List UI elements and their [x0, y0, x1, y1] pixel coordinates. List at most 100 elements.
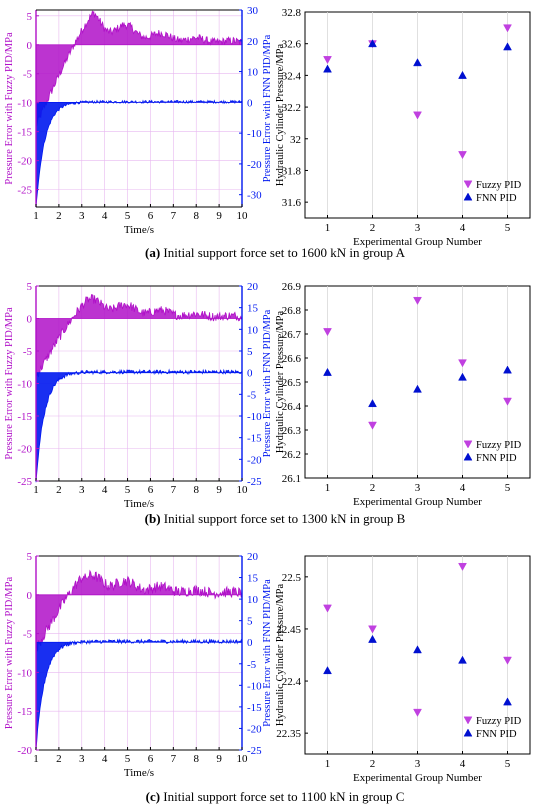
fnn-pid-point — [323, 367, 332, 376]
legend-marker-fuzzy-pid — [463, 716, 473, 725]
scatter-x-tick-label: 3 — [415, 222, 421, 234]
error-right-tick-label: -20 — [247, 454, 262, 466]
fuzzy-pid-point — [458, 562, 467, 571]
error-x-tick-label: 7 — [171, 753, 177, 765]
fuzzy-pid-error-trace — [35, 569, 243, 652]
fnn-pid-point — [413, 58, 422, 67]
scatter-y-tick-label: 31.8 — [282, 165, 302, 177]
scatter-y-tick-label: 31.6 — [282, 197, 302, 209]
error-right-tick-label: -20 — [247, 159, 262, 171]
error-x-tick-label: 9 — [216, 753, 222, 765]
error-left-axis-label: Pressure Error with Fuzzy PID/MPa — [4, 577, 15, 730]
scatter-x-tick-label: 3 — [415, 758, 421, 770]
fnn-pid-error-trace — [35, 368, 243, 483]
legend-marker-fnn-pid — [463, 192, 473, 201]
error-left-tick-label: -25 — [17, 476, 32, 488]
error-right-tick-label: 5 — [247, 616, 253, 628]
fuzzy-pid-error-trace — [35, 10, 243, 127]
error-x-tick-label: 6 — [148, 210, 154, 222]
scatter-y-tick-label: 32 — [290, 134, 301, 146]
error-left-tick-label: -5 — [23, 69, 33, 81]
error-left-tick-label: 5 — [27, 281, 33, 293]
legend-marker-fuzzy-pid — [463, 440, 473, 449]
scatter-x-tick-label: 4 — [460, 482, 466, 494]
scatter-y-tick-label: 26.4 — [282, 401, 302, 413]
scatter-x-tick-label: 4 — [460, 758, 466, 770]
error-right-tick-label: -15 — [247, 702, 262, 714]
scatter-x-tick-label: 2 — [370, 222, 376, 234]
error-right-tick-label: -10 — [247, 680, 262, 692]
caption-a-letter: (a) — [145, 245, 161, 260]
error-right-tick-label: 15 — [247, 303, 259, 315]
scatter-x-tick-label: 5 — [505, 758, 511, 770]
scatter-y-tick-label: 26.3 — [282, 425, 302, 437]
error-x-tick-label: 2 — [56, 484, 62, 496]
error-x-tick-label: 8 — [193, 210, 199, 222]
error-x-tick-label: 2 — [56, 210, 62, 222]
error-x-tick-label: 4 — [102, 753, 108, 765]
legend-marker-fuzzy-pid — [463, 180, 473, 189]
scatter-y-tick-label: 26.6 — [282, 353, 302, 365]
scatter-x-tick-label: 1 — [325, 758, 331, 770]
error-right-tick-label: -15 — [247, 433, 262, 445]
error-right-tick-label: 0 — [247, 368, 253, 380]
error-x-tick-label: 2 — [56, 753, 62, 765]
fuzzy-pid-error-trace — [35, 294, 243, 378]
fuzzy-pid-point — [368, 625, 377, 634]
scatter-y-axis-label: Hydraulic Cylinder Pressure/MPa — [275, 584, 286, 727]
legend-label-fuzzy-pid: Fuzzy PID — [476, 716, 522, 727]
scatter-y-tick-label: 32.8 — [282, 7, 302, 19]
error-x-tick-label: 4 — [102, 484, 108, 496]
scatter-x-axis-label: Experimental Group Number — [353, 496, 482, 508]
error-right-tick-label: -20 — [247, 723, 262, 735]
legend-marker-fnn-pid — [463, 452, 473, 461]
error-x-tick-label: 6 — [148, 753, 154, 765]
error-x-tick-label: 9 — [216, 484, 222, 496]
fnn-pid-point — [323, 64, 332, 73]
fuzzy-pid-point — [323, 56, 332, 65]
error-right-tick-label: 10 — [247, 594, 259, 606]
error-left-tick-label: -10 — [17, 667, 32, 679]
fuzzy-pid-point — [413, 296, 422, 305]
caption-c-letter: (c) — [145, 789, 161, 804]
error-x-tick-label: 8 — [193, 753, 199, 765]
error-right-tick-label: 10 — [247, 324, 259, 336]
error-left-tick-label: -5 — [23, 629, 33, 641]
panel-2: 1 2 3 4 5 6 7 8 9 10Time/s50-5-10-15-2020151050-5… — [4, 551, 531, 784]
error-x-tick-label: 10 — [237, 753, 249, 765]
error-right-tick-label: 5 — [247, 346, 253, 358]
scatter-x-axis-label: Experimental Group Number — [353, 772, 482, 784]
error-left-tick-label: -5 — [23, 346, 33, 358]
error-right-tick-label: 10 — [247, 67, 259, 79]
error-right-tick-label: -10 — [247, 411, 262, 423]
error-left-tick-label: -10 — [17, 379, 32, 391]
fnn-pid-error-trace — [35, 638, 243, 750]
error-right-axis-label: Pressure Error with FNN PID/MPa — [262, 34, 273, 182]
error-plot-area — [36, 556, 242, 750]
fnn-pid-point — [413, 645, 422, 654]
error-x-tick-label: 7 — [171, 484, 177, 496]
scatter-y-tick-label: 22.35 — [276, 728, 301, 740]
error-x-tick-label: 3 — [79, 484, 85, 496]
fuzzy-pid-point — [413, 708, 422, 717]
error-x-tick-label: 4 — [102, 210, 108, 222]
fuzzy-pid-point — [503, 24, 512, 33]
fnn-pid-point — [503, 42, 512, 51]
scatter-y-axis-label: Hydraulic Cylinder Pressure/MPa — [275, 311, 286, 454]
scatter-y-tick-label: 32.4 — [282, 70, 302, 82]
fuzzy-pid-point — [458, 359, 467, 368]
fuzzy-pid-point — [323, 604, 332, 613]
scatter-x-tick-label: 5 — [505, 482, 511, 494]
scatter-y-tick-label: 22.45 — [276, 624, 301, 636]
error-right-tick-label: 20 — [247, 281, 259, 293]
fnn-pid-point — [503, 365, 512, 374]
error-right-axis-label: Pressure Error with FNN PID/MPa — [262, 579, 273, 727]
error-x-tick-label: 8 — [193, 484, 199, 496]
scatter-y-tick-label: 26.1 — [282, 473, 301, 485]
scatter-x-tick-label: 2 — [370, 482, 376, 494]
error-right-tick-label: -5 — [247, 659, 257, 671]
scatter-y-tick-label: 22.4 — [282, 676, 302, 688]
error-right-tick-label: 20 — [247, 36, 259, 48]
scatter-x-tick-label: 3 — [415, 482, 421, 494]
